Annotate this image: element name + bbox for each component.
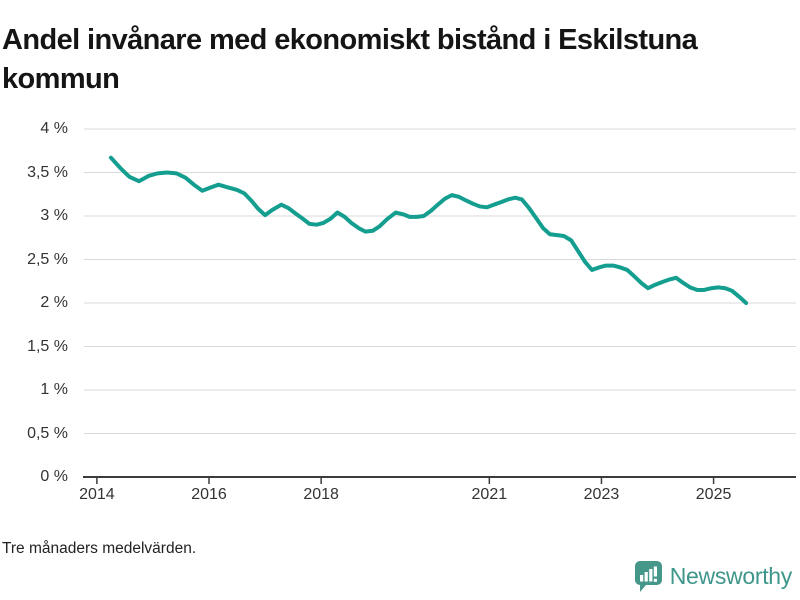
y-axis-tick-label: 2,5 %: [27, 250, 68, 268]
y-axis-tick-label: 3,5 %: [27, 163, 68, 181]
newsworthy-logo[interactable]: Newsworthy: [634, 560, 792, 593]
x-axis-tick-label: 2021: [471, 486, 508, 503]
page-title: Andel invånare med ekonomiskt bistånd i …: [2, 24, 698, 95]
x-axis-tick-label: 2025: [695, 486, 732, 503]
y-axis-tick-label: 1,5 %: [27, 337, 68, 355]
newsworthy-bubble-chart-icon: [634, 560, 663, 593]
y-axis-tick-label: 1 %: [40, 381, 68, 398]
newsworthy-wordmark: Newsworthy: [669, 563, 793, 589]
y-axis-tick-label: 0,5 %: [27, 424, 68, 442]
y-axis-tick-label: 3 %: [40, 207, 68, 224]
y-axis-tick-label: 4 %: [40, 120, 68, 137]
data-line: [108, 155, 749, 305]
x-axis-tick-label: 2014: [79, 486, 115, 503]
x-axis-tick-label: 2016: [191, 486, 227, 503]
x-axis-tick-label: 2023: [583, 486, 620, 503]
chart-footnote: Tre månaders medelvärden.: [2, 540, 197, 557]
y-axis-tick-label: 2 %: [40, 294, 68, 311]
x-axis-tick-label: 2018: [303, 486, 339, 503]
y-axis-tick-label: 0 %: [40, 468, 68, 485]
